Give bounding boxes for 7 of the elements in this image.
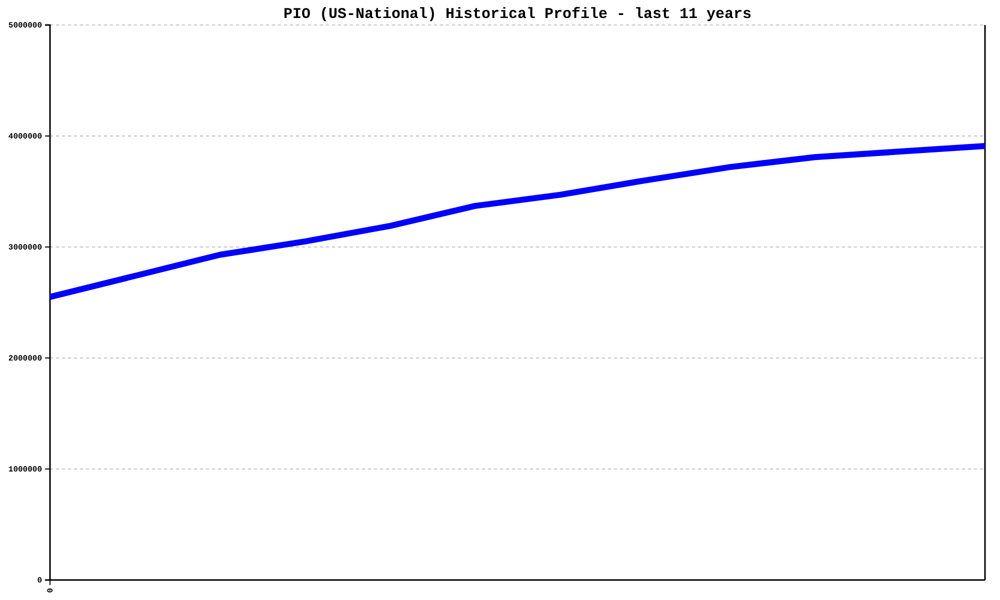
category-label: 0 bbox=[46, 588, 56, 593]
y-tick-label: 5000000 bbox=[8, 22, 42, 31]
y-tick-label: 2000000 bbox=[8, 354, 42, 364]
y-tick-label: 3000000 bbox=[8, 244, 42, 253]
y-tick-label: 4000000 bbox=[8, 132, 42, 142]
chart-title: PIO (US-National) Historical Profile - last 11 years bbox=[283, 6, 752, 23]
y-tick-label: 1000000 bbox=[8, 466, 42, 475]
